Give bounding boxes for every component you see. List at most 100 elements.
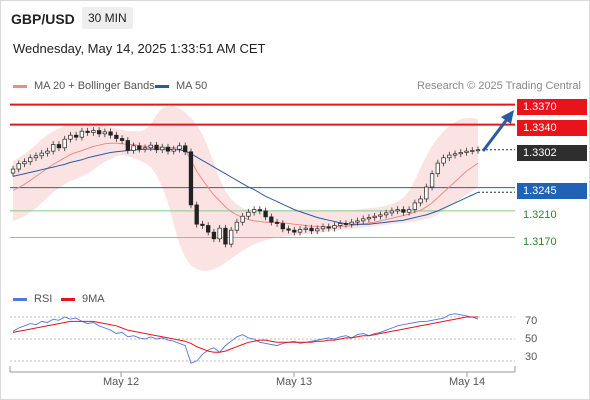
candle-body [108, 131, 113, 136]
candle-body [458, 152, 463, 155]
candle-body [10, 168, 16, 174]
legend-9ma: 9MA [61, 293, 105, 305]
rsi-tick-30: 30 [525, 351, 538, 363]
candle-body [33, 155, 39, 159]
candle-body [73, 134, 79, 138]
legend-ma20-swatch [13, 84, 27, 88]
bollinger-band-fill [13, 106, 478, 271]
candle-body [56, 144, 62, 149]
level-label-4: 1.3245 [517, 183, 587, 199]
candle-body [119, 138, 125, 141]
forecast-arrow-head [501, 110, 514, 124]
candle-body [303, 227, 308, 230]
candle-body [85, 130, 90, 133]
candle-body [343, 223, 349, 225]
rsi-line [12, 313, 479, 364]
candle-body [395, 209, 400, 212]
candle-body [470, 150, 475, 152]
candle-body [424, 186, 429, 200]
candle-body [441, 157, 446, 164]
legend-ma20: MA 20 + Bollinger Bands [13, 80, 155, 92]
candle-body [188, 151, 194, 206]
candle-body [206, 225, 211, 233]
candle-body [412, 202, 418, 210]
candle-body [137, 145, 142, 150]
candle-body [447, 154, 452, 159]
x-tick-may12: May 12 [103, 376, 140, 388]
legend-rsi-label: RSI [34, 293, 53, 305]
candle-body [28, 157, 33, 163]
candle-body [349, 221, 354, 225]
ma20-line [12, 142, 479, 228]
candle-body [251, 209, 257, 213]
timeframe-badge[interactable]: 30 MIN [82, 7, 133, 29]
candle-body [177, 145, 182, 150]
candle-body [406, 209, 412, 213]
candle-body [464, 150, 469, 153]
candle-body [418, 198, 423, 204]
level-label-2: 1.3340 [517, 120, 587, 136]
candle-body [297, 229, 303, 233]
legend-ma50: MA 50 [155, 80, 207, 92]
candle-body [223, 227, 228, 245]
candle-body [355, 220, 360, 223]
candle-body [16, 163, 21, 170]
candle-body [39, 152, 44, 157]
candle-body [200, 223, 205, 226]
level-label-6: 1.3170 [523, 236, 557, 248]
candle-body [429, 173, 435, 188]
pair-title: GBP/USD [11, 11, 75, 27]
candle-body [211, 231, 217, 240]
candle-body [320, 226, 326, 230]
candle-body [142, 147, 148, 150]
candle-body [246, 211, 251, 217]
datetime-label: Wednesday, May 14, 2025 1:33:51 AM CET [13, 41, 266, 56]
candle-body [263, 210, 268, 218]
candle-body [51, 144, 56, 152]
candle-body [280, 223, 285, 230]
candle-body [332, 225, 337, 229]
candle-body [309, 227, 314, 232]
candle-body [257, 209, 263, 212]
candle-body [114, 134, 119, 139]
candle-body [22, 161, 27, 165]
candle-body [326, 226, 331, 229]
rsi-9ma-line [12, 316, 478, 353]
candle-body [475, 149, 481, 152]
candle-body [389, 210, 395, 214]
candle-body [217, 227, 222, 240]
level-label-5: 1.3210 [523, 209, 557, 221]
candle-body [274, 221, 280, 224]
candle-body [452, 153, 458, 156]
candle-body [366, 217, 372, 220]
candle-body [68, 134, 73, 140]
level-label-3: 1.3302 [517, 145, 587, 161]
candle-body [79, 130, 85, 138]
candle-body [372, 215, 377, 218]
legend-rsi: RSI [13, 293, 52, 305]
candle-body [131, 145, 136, 151]
candle-body [315, 228, 320, 232]
candle-body [160, 146, 165, 151]
candle-body [102, 131, 108, 135]
candle-body [91, 130, 96, 133]
level-label-1: 1.3370 [517, 99, 587, 115]
candle-body [401, 209, 406, 213]
forecast-arrow-shaft [481, 117, 510, 152]
candle-body [45, 150, 50, 154]
ma50-line [12, 148, 479, 225]
legend-9ma-label: 9MA [82, 293, 105, 305]
candle-body [194, 204, 199, 225]
candle-body [165, 146, 171, 152]
rsi-tick-50: 50 [525, 333, 538, 345]
candle-body [292, 229, 297, 233]
candle-body [435, 162, 440, 175]
candle-body [383, 212, 389, 216]
candle-body [62, 138, 67, 149]
x-tick-may13: May 13 [276, 376, 313, 388]
candle-body [228, 229, 234, 245]
candle-body [240, 215, 245, 223]
legend-ma50-swatch [155, 84, 169, 88]
credit-text: Research © 2025 Trading Central [416, 80, 581, 92]
candle-body [361, 218, 366, 222]
